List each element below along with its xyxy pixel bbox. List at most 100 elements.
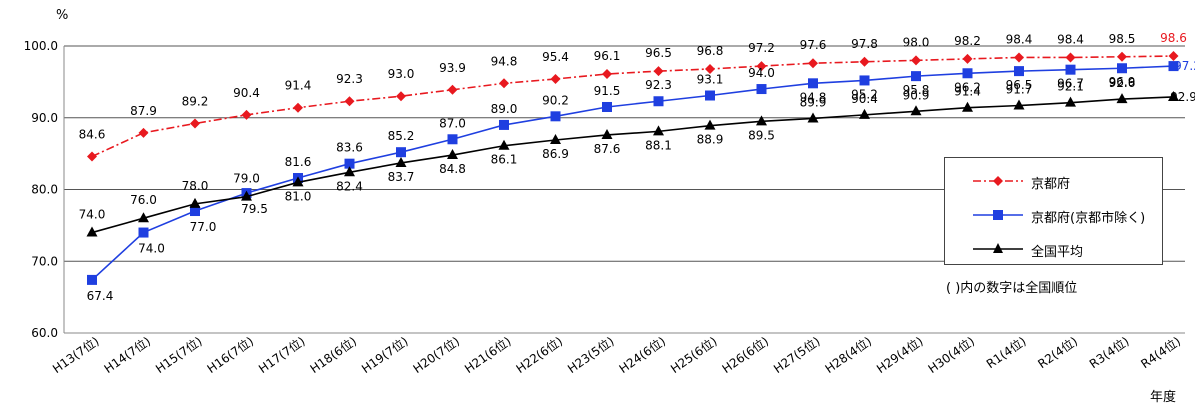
data-point <box>138 212 149 223</box>
data-point <box>87 151 97 162</box>
data-label: 87.9 <box>130 104 157 118</box>
data-label: 98.4 <box>1006 32 1033 46</box>
y-tick-label: 70.0 <box>31 254 58 268</box>
data-point <box>87 274 97 285</box>
data-point <box>756 115 767 126</box>
x-tick-label: H15(7位) <box>152 333 204 376</box>
data-label: 93.1 <box>697 73 724 87</box>
data-label: 97.2 <box>748 41 775 55</box>
data-point <box>756 84 767 95</box>
y-tick-label: 60.0 <box>31 326 58 340</box>
data-label: 91.5 <box>594 84 621 98</box>
x-tick-label: H27(5位) <box>770 333 822 376</box>
data-point <box>705 90 715 101</box>
data-labels: 84.6 87.9 89.2 90.4 91.4 92.3 93.0 93.9 94.8 95.4… <box>79 31 1195 303</box>
data-label: 97.2 <box>1174 59 1195 73</box>
data-point <box>704 119 716 130</box>
legend-label-kyoto-excl-city: 京都府(京都市除く) <box>1031 211 1146 226</box>
data-label: 96.8 <box>697 44 724 58</box>
legend: 京都府 京都府(京都市除く) 全国平均 <box>944 157 1163 265</box>
data-label: 86.9 <box>542 147 569 161</box>
data-point <box>1014 52 1024 63</box>
data-point <box>499 78 509 89</box>
data-point <box>653 96 664 107</box>
x-tick-label: R4(4位) <box>1138 333 1183 371</box>
legend-swatch-kyoto-excl-city-icon <box>973 210 1023 220</box>
data-point <box>396 147 406 158</box>
data-point <box>1117 63 1127 74</box>
data-point <box>344 96 355 107</box>
series-line-0 <box>91 55 1174 158</box>
data-label: 79.5 <box>241 202 268 216</box>
data-point <box>1168 51 1179 62</box>
data-label: 90.2 <box>542 93 569 107</box>
data-label: 88.9 <box>697 133 724 147</box>
x-unit-label: 年度 <box>1150 390 1177 405</box>
data-label: 81.6 <box>285 155 312 169</box>
data-point <box>293 102 303 113</box>
data-point <box>962 53 973 64</box>
data-point <box>190 118 200 129</box>
data-label: 82.4 <box>336 179 363 193</box>
data-label: 94.8 <box>800 90 827 104</box>
data-point <box>653 125 664 136</box>
data-label: 87.0 <box>439 116 466 130</box>
data-point <box>190 206 200 217</box>
data-point <box>653 66 664 77</box>
data-label: 95.4 <box>542 50 569 64</box>
x-tick-label: H29(4位) <box>873 333 925 376</box>
data-label: 81.0 <box>285 189 312 203</box>
legend-label-national-average: 全国平均 <box>1031 245 1084 260</box>
data-point <box>550 74 561 85</box>
x-tick-label: H24(6位) <box>616 333 668 376</box>
data-label: 92.9 <box>1170 90 1195 104</box>
data-point <box>807 112 819 123</box>
data-label: 92.1 <box>1057 80 1084 94</box>
data-point <box>189 197 201 208</box>
data-point <box>344 166 355 177</box>
y-axis-ticks: 60.0 70.0 80.0 90.0 100.0 <box>24 39 58 340</box>
data-point <box>241 190 252 201</box>
data-label: 76.0 <box>130 193 157 207</box>
data-point <box>447 134 458 145</box>
data-label: 74.0 <box>79 208 106 222</box>
data-label: 97.8 <box>851 37 878 51</box>
data-label: 79.0 <box>233 172 260 186</box>
data-point <box>550 133 561 144</box>
data-label: 92.3 <box>645 78 672 92</box>
data-label: 98.5 <box>1109 32 1136 46</box>
data-point <box>602 101 612 112</box>
data-point <box>756 61 767 72</box>
data-point <box>447 149 458 160</box>
data-label: 92.6 <box>1109 76 1136 90</box>
data-point <box>550 111 561 122</box>
data-point <box>1168 61 1179 72</box>
data-label: 92.3 <box>336 72 363 86</box>
data-point <box>344 158 355 169</box>
x-tick-label: H23(5位) <box>564 333 616 376</box>
data-point <box>859 108 870 119</box>
legend-swatch-kyoto-icon <box>973 176 1023 186</box>
data-label: 98.6 <box>1160 31 1187 45</box>
data-label: 89.9 <box>800 95 827 109</box>
data-point <box>808 58 818 69</box>
data-label: 96.9 <box>1109 75 1136 89</box>
data-point <box>962 101 973 112</box>
x-tick-label: H25(6位) <box>667 333 719 376</box>
data-point <box>241 109 252 120</box>
y-tick-label: 100.0 <box>24 39 58 53</box>
legend-swatch-national-average-icon <box>973 243 1023 253</box>
x-axis-ticks: H13(7位) H14(7位) H15(7位) H16(7位) H17(7位) H18(6… <box>49 333 1183 376</box>
x-tick-label: H28(4位) <box>822 333 874 376</box>
data-point <box>859 56 870 67</box>
x-tick-label: H16(7位) <box>204 333 256 376</box>
data-label: 89.5 <box>748 128 775 142</box>
data-point <box>498 139 510 150</box>
x-tick-label: R1(4位) <box>983 333 1028 371</box>
data-point <box>499 119 509 130</box>
x-tick-label: R3(4位) <box>1086 333 1131 371</box>
data-point <box>1065 52 1076 63</box>
data-label: 83.7 <box>388 170 415 184</box>
data-label: 90.9 <box>903 88 930 102</box>
